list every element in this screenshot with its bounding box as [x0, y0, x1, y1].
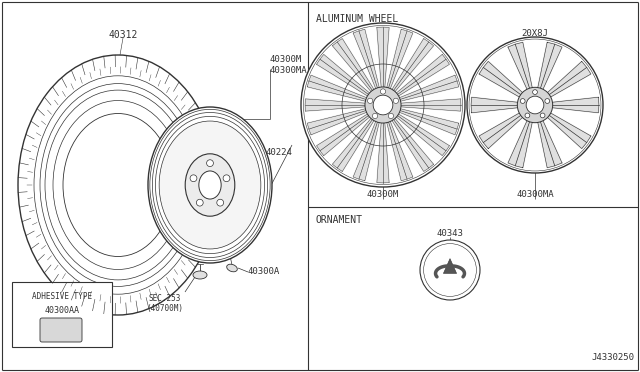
Polygon shape: [399, 99, 461, 111]
Circle shape: [525, 113, 530, 118]
Ellipse shape: [193, 271, 207, 279]
Polygon shape: [387, 29, 413, 90]
Text: SEC.253
(40700M): SEC.253 (40700M): [147, 294, 184, 313]
Polygon shape: [317, 54, 371, 97]
Polygon shape: [305, 99, 367, 111]
Text: 40312: 40312: [108, 30, 138, 40]
Polygon shape: [398, 75, 459, 102]
Circle shape: [520, 99, 525, 103]
Ellipse shape: [63, 113, 173, 257]
Polygon shape: [395, 113, 449, 155]
Text: 40300M
40300MA: 40300M 40300MA: [270, 55, 308, 75]
Polygon shape: [479, 113, 523, 148]
Text: 40300M: 40300M: [367, 190, 399, 199]
Ellipse shape: [40, 84, 196, 286]
Text: ALUMINUM WHEEL: ALUMINUM WHEEL: [316, 14, 398, 24]
Text: 40300AA: 40300AA: [45, 306, 79, 315]
Polygon shape: [508, 42, 532, 90]
Polygon shape: [387, 120, 413, 181]
Circle shape: [301, 23, 465, 187]
Polygon shape: [332, 117, 375, 171]
Circle shape: [420, 240, 480, 300]
Circle shape: [467, 37, 603, 173]
Polygon shape: [538, 120, 562, 168]
Polygon shape: [479, 61, 523, 97]
Ellipse shape: [34, 76, 202, 294]
Circle shape: [223, 175, 230, 182]
Text: 40300A: 40300A: [248, 267, 280, 276]
Text: 22X8J: 22X8J: [369, 29, 396, 38]
Polygon shape: [353, 120, 380, 181]
Text: ORNAMENT: ORNAMENT: [316, 215, 363, 225]
Polygon shape: [353, 29, 380, 90]
Circle shape: [517, 87, 553, 123]
Circle shape: [545, 99, 550, 103]
Circle shape: [196, 199, 204, 206]
Circle shape: [190, 175, 197, 182]
Polygon shape: [377, 121, 389, 183]
FancyBboxPatch shape: [40, 318, 82, 342]
Circle shape: [532, 90, 538, 94]
Circle shape: [372, 113, 378, 119]
Polygon shape: [307, 108, 368, 135]
Circle shape: [388, 113, 394, 119]
Text: 20X8J: 20X8J: [522, 29, 548, 38]
Ellipse shape: [53, 100, 183, 269]
Text: 40224: 40224: [265, 148, 292, 157]
Text: 40300MA: 40300MA: [516, 190, 554, 199]
Polygon shape: [398, 108, 459, 135]
Bar: [12, 282, 112, 347]
Circle shape: [373, 95, 393, 115]
Ellipse shape: [185, 154, 235, 216]
Circle shape: [526, 96, 544, 114]
Polygon shape: [317, 113, 371, 155]
Polygon shape: [471, 97, 518, 113]
Polygon shape: [508, 120, 532, 168]
Polygon shape: [377, 27, 389, 89]
Ellipse shape: [159, 121, 261, 249]
Polygon shape: [395, 54, 449, 97]
Text: ADHESIVE TYPE: ADHESIVE TYPE: [32, 292, 92, 301]
Circle shape: [380, 89, 386, 94]
Ellipse shape: [45, 90, 191, 280]
Circle shape: [365, 87, 401, 123]
Text: 40343: 40343: [436, 229, 463, 238]
Polygon shape: [552, 97, 599, 113]
Circle shape: [540, 113, 545, 118]
Ellipse shape: [199, 171, 221, 199]
Polygon shape: [307, 75, 368, 102]
Circle shape: [393, 98, 399, 103]
Text: J4330250: J4330250: [591, 353, 634, 362]
Circle shape: [367, 98, 372, 103]
Circle shape: [217, 199, 223, 206]
Polygon shape: [391, 117, 433, 171]
Polygon shape: [547, 113, 591, 148]
Ellipse shape: [18, 55, 218, 315]
Polygon shape: [444, 259, 456, 273]
Ellipse shape: [148, 107, 272, 263]
Circle shape: [207, 160, 213, 167]
Polygon shape: [332, 39, 375, 93]
Polygon shape: [391, 39, 433, 93]
Ellipse shape: [227, 264, 237, 272]
Polygon shape: [547, 61, 591, 97]
Polygon shape: [538, 42, 562, 90]
